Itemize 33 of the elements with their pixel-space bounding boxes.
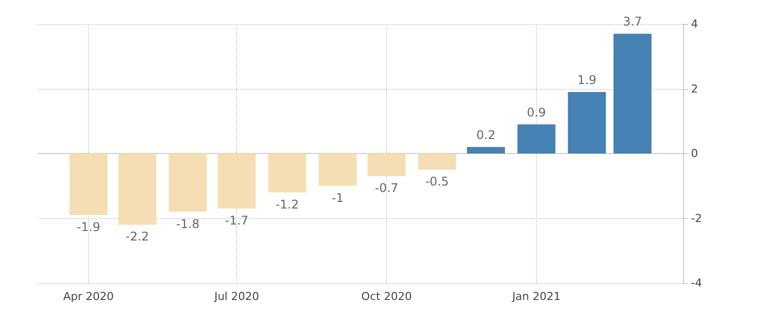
bar	[614, 34, 652, 154]
y-tick-label: 4	[691, 18, 698, 30]
data-label: -1	[332, 190, 344, 205]
y-tick-label: -2	[691, 212, 702, 225]
x-tick-label: Jan 2021	[511, 290, 561, 303]
bar	[168, 154, 207, 212]
bar	[268, 154, 306, 192]
data-label: 1.9	[577, 72, 596, 87]
x-tick-label: Jul 2020	[213, 290, 260, 303]
bar	[418, 154, 456, 170]
data-label: 3.7	[622, 14, 642, 29]
y-tick-label: -4	[691, 276, 702, 290]
data-label: -1.2	[275, 197, 299, 212]
bar	[118, 154, 156, 225]
data-label: -2.2	[126, 230, 150, 244]
bar	[218, 154, 256, 209]
data-label: -1.7	[225, 214, 248, 228]
bar	[568, 92, 606, 154]
bar	[368, 154, 406, 176]
data-label: -1.9	[76, 220, 100, 234]
bar	[69, 154, 108, 216]
y-tick-label: 2	[691, 82, 698, 96]
data-label: -0.7	[374, 181, 398, 196]
y-tick-label: 0	[691, 147, 698, 160]
data-label: -0.5	[425, 174, 449, 189]
bar	[318, 154, 357, 186]
data-label: -1.8	[176, 216, 200, 231]
data-label: 0.2	[476, 128, 496, 142]
bar	[466, 147, 505, 154]
x-tick-label: Oct 2020	[361, 290, 412, 303]
bar	[517, 124, 556, 154]
x-tick-label: Apr 2020	[63, 290, 114, 303]
data-label: 0.9	[526, 105, 546, 120]
